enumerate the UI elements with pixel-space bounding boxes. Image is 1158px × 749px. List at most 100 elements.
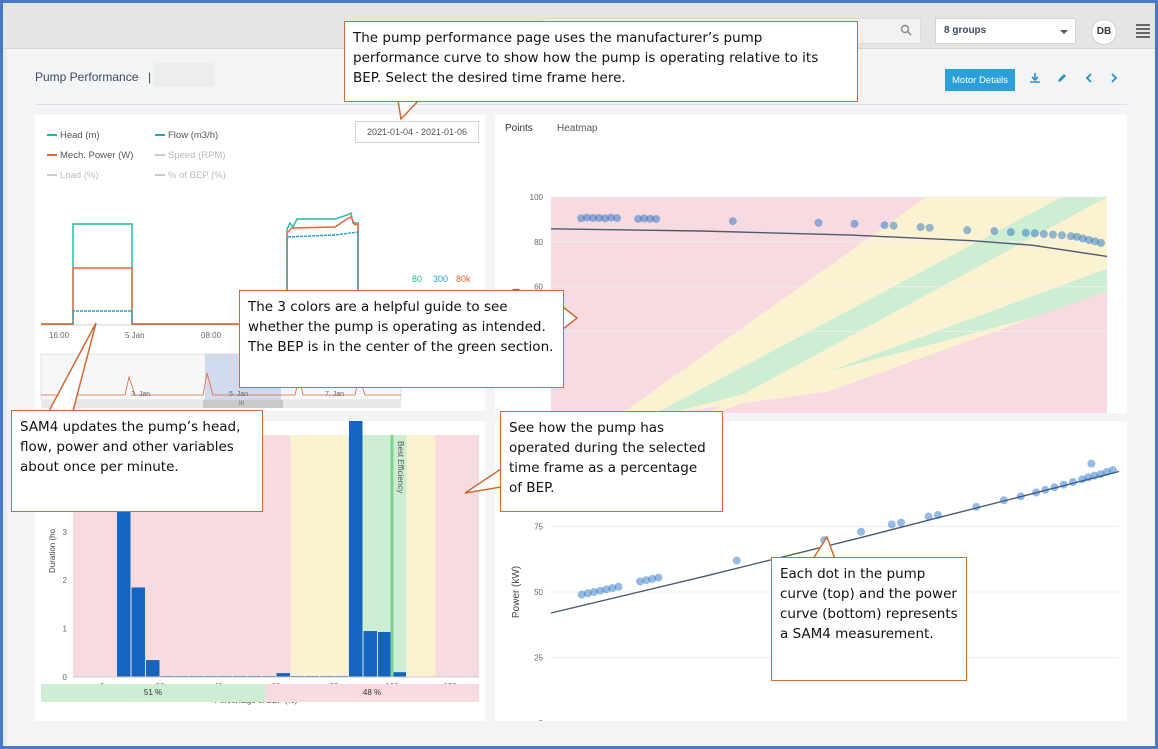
callout-update-rate: SAM4 updates the pump’s head, flow, powe… <box>11 410 263 512</box>
data-point <box>728 217 737 226</box>
data-point <box>1059 480 1068 489</box>
data-point <box>925 223 934 232</box>
flow-axis-300: 300 <box>433 274 449 284</box>
legend-load[interactable]: Load (%) <box>47 170 99 181</box>
download-icon[interactable] <box>1029 72 1041 87</box>
groups-dropdown[interactable]: 8 groups <box>935 18 1076 44</box>
data-point <box>589 214 598 223</box>
navigator-scroll-handle[interactable]: III <box>239 401 245 407</box>
histogram-bar <box>276 673 290 677</box>
chevron-left-icon[interactable] <box>1083 72 1095 87</box>
histogram-bar <box>146 660 160 677</box>
data-point <box>999 496 1008 505</box>
avatar[interactable]: DB <box>1091 19 1117 45</box>
zone-red-lower <box>768 291 1107 413</box>
motor-details-button[interactable]: Motor Details <box>945 69 1015 91</box>
data-point <box>1039 229 1048 238</box>
data-point <box>648 574 657 583</box>
histogram-bar <box>378 631 392 677</box>
data-point <box>1030 229 1039 238</box>
flow-trace <box>72 231 359 324</box>
legend-flow[interactable]: Flow (m3/h) <box>155 130 218 141</box>
navigator-label: 3. Jan <box>131 391 151 398</box>
y-tick-label: 75 <box>534 523 543 532</box>
data-point <box>1057 231 1066 240</box>
data-point <box>1090 471 1099 480</box>
y-tick-label: 60 <box>534 283 543 292</box>
summary-good-bar: 51 % <box>41 684 265 702</box>
y-tick-label: 0 <box>63 673 68 682</box>
data-point <box>732 556 741 565</box>
tab-heatmap[interactable]: Heatmap <box>557 123 598 134</box>
data-point <box>583 213 592 222</box>
y-tick-label: 80 <box>534 238 543 247</box>
search-icon[interactable] <box>900 24 912 36</box>
data-point <box>646 214 655 223</box>
data-point <box>1048 230 1057 239</box>
data-point <box>924 512 933 521</box>
data-point <box>1016 492 1025 501</box>
histogram-bar <box>131 587 145 677</box>
data-point <box>640 214 649 223</box>
data-point <box>1084 236 1093 245</box>
data-point <box>607 213 616 222</box>
data-point <box>814 218 823 227</box>
title-separator: | <box>148 70 152 84</box>
data-point <box>583 589 592 598</box>
pencil-icon[interactable] <box>1056 72 1068 87</box>
zone-yellow <box>290 435 349 677</box>
y-tick-label: 0 <box>539 719 544 721</box>
header-divider <box>35 104 1127 105</box>
callout-three-colors: The 3 colors are a helpful guide to see … <box>239 290 564 388</box>
hamburger-menu-icon[interactable] <box>1136 24 1150 38</box>
data-point <box>1066 232 1075 241</box>
data-point <box>1096 238 1105 247</box>
data-point <box>1068 477 1077 486</box>
data-point <box>608 584 617 593</box>
tab-points[interactable]: Points <box>495 115 547 141</box>
y-tick-label: 25 <box>534 654 543 663</box>
histogram-bar <box>363 631 377 677</box>
navigator-label: 5. Jan <box>229 391 249 398</box>
data-point <box>963 226 972 235</box>
head-axis-80: 80 <box>412 274 423 284</box>
legend-speed[interactable]: Speed (RPM) <box>155 150 226 161</box>
data-point <box>1090 237 1099 246</box>
data-point <box>887 520 896 529</box>
data-point <box>1084 473 1093 482</box>
data-point <box>916 223 925 232</box>
data-point <box>596 586 605 595</box>
power-axis-80k: 80k <box>456 274 471 284</box>
groups-dropdown-value: 8 groups <box>944 25 987 36</box>
data-point <box>1096 470 1105 479</box>
data-point <box>595 213 604 222</box>
histogram-bar <box>117 473 131 677</box>
data-point <box>642 576 651 585</box>
data-point <box>636 577 645 586</box>
zone-red <box>435 435 479 677</box>
chevron-right-icon[interactable] <box>1108 72 1120 87</box>
legend-percent-bep[interactable]: % of BEP (%) <box>155 170 226 181</box>
x-tick: 16:00 <box>49 331 70 340</box>
data-point <box>577 214 586 223</box>
chevron-down-icon <box>1060 30 1068 34</box>
data-point <box>1078 475 1087 484</box>
data-point <box>1041 485 1050 494</box>
data-point <box>1102 468 1111 477</box>
histogram-bar <box>392 672 406 677</box>
data-point <box>897 518 906 527</box>
date-range-picker[interactable]: 2021-01-04 - 2021-01-06 <box>355 121 479 143</box>
legend-mech-power[interactable]: Mech. Power (W) <box>47 150 133 161</box>
x-tick: 08:00 <box>201 331 222 340</box>
data-point <box>857 527 866 536</box>
data-point <box>1032 488 1041 497</box>
data-point <box>850 219 859 228</box>
data-point <box>577 590 586 599</box>
page-title: Pump Performance <box>35 70 139 84</box>
legend-head[interactable]: Head (m) <box>47 130 100 141</box>
data-point <box>889 221 898 230</box>
data-point <box>652 214 661 223</box>
performance-curve <box>550 228 1108 258</box>
y-axis-label: Duration (ho <box>48 528 57 573</box>
